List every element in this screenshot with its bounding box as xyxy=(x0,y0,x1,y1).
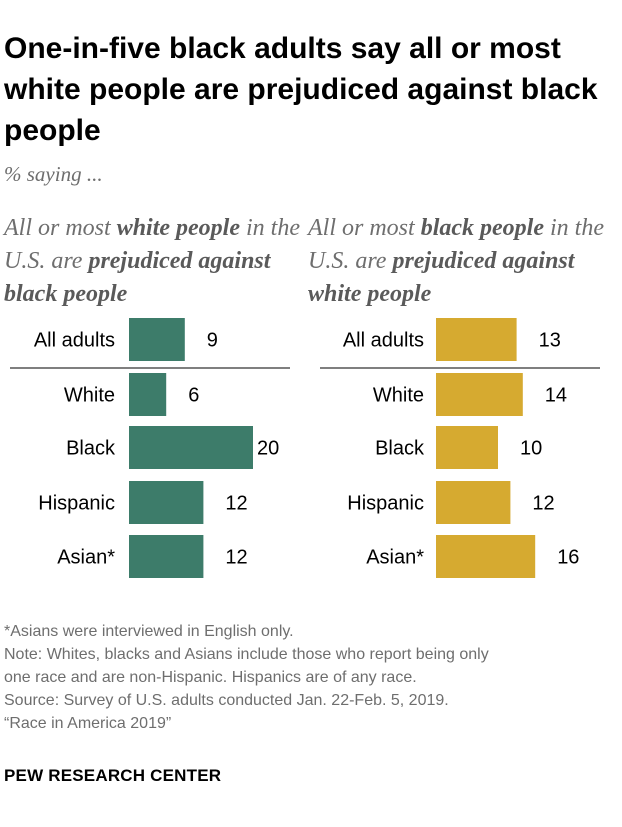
right-panel-title-part: in the U.S. are xyxy=(308,215,604,274)
asian-footnote: *Asians were interviewed in English only… xyxy=(4,623,294,640)
left-value-label: 9 xyxy=(207,330,218,352)
right-panel-title: All or most black people in the U.S. are… xyxy=(308,212,608,311)
right-value-label: 14 xyxy=(545,385,567,407)
chart-subtitle: % saying ... xyxy=(4,162,103,186)
right-category-label: Asian* xyxy=(366,547,424,569)
left-value-label: 20 xyxy=(257,438,279,460)
left-category-label: Hispanic xyxy=(38,493,115,515)
left-panel-title-part: white people xyxy=(116,215,241,241)
right-panel-title-part: black people xyxy=(420,215,544,241)
right-category-label: White xyxy=(373,385,424,407)
left-value-label: 12 xyxy=(225,493,247,515)
note-line-2: one race and are non-Hispanic. Hispanics… xyxy=(4,669,417,686)
right-panel-title-part: prejudiced against white people xyxy=(308,248,575,307)
right-value-label: 10 xyxy=(520,438,542,460)
left-bar xyxy=(129,318,185,361)
left-panel-title-part: in the U.S. are xyxy=(4,215,301,274)
left-bar xyxy=(129,481,204,524)
left-category-label: Black xyxy=(66,438,116,460)
left-bar xyxy=(129,426,253,469)
right-category-label: Black xyxy=(375,438,425,460)
left-category-label: White xyxy=(64,385,115,407)
right-panel-title-part: All or most xyxy=(308,215,421,241)
chart-title: One-in-five black adults say all or most… xyxy=(4,32,598,147)
brand-logo-text: PEW RESEARCH CENTER xyxy=(4,766,222,785)
right-value-label: 16 xyxy=(557,547,579,569)
source-line: Source: Survey of U.S. adults conducted … xyxy=(4,692,449,709)
right-value-label: 12 xyxy=(532,493,554,515)
left-panel-title-part: All or most xyxy=(4,215,117,241)
right-bar xyxy=(436,481,511,524)
right-bar xyxy=(436,426,498,469)
left-value-label: 12 xyxy=(225,547,247,569)
note-line-1: Note: Whites, blacks and Asians include … xyxy=(4,646,489,663)
right-value-label: 13 xyxy=(539,330,561,352)
right-bar xyxy=(436,373,523,416)
left-category-label: Asian* xyxy=(57,547,115,569)
right-category-label: All adults xyxy=(343,330,424,352)
right-bar xyxy=(436,535,536,578)
chart-notes: *Asians were interviewed in English only… xyxy=(4,620,616,735)
left-panel-title: All or most white people in the U.S. are… xyxy=(4,212,304,311)
left-value-label: 6 xyxy=(188,385,199,407)
right-bar xyxy=(436,318,517,361)
right-category-label: Hispanic xyxy=(347,493,424,515)
report-name: “Race in America 2019” xyxy=(4,715,172,732)
left-bar xyxy=(129,373,167,416)
left-panel-title-part: prejudiced against black people xyxy=(4,248,271,307)
left-category-label: All adults xyxy=(34,330,115,352)
bar-charts: All adults 9 White 6 Black 20 Hispanic 12 Asian*… xyxy=(10,318,600,578)
left-bar xyxy=(129,535,204,578)
